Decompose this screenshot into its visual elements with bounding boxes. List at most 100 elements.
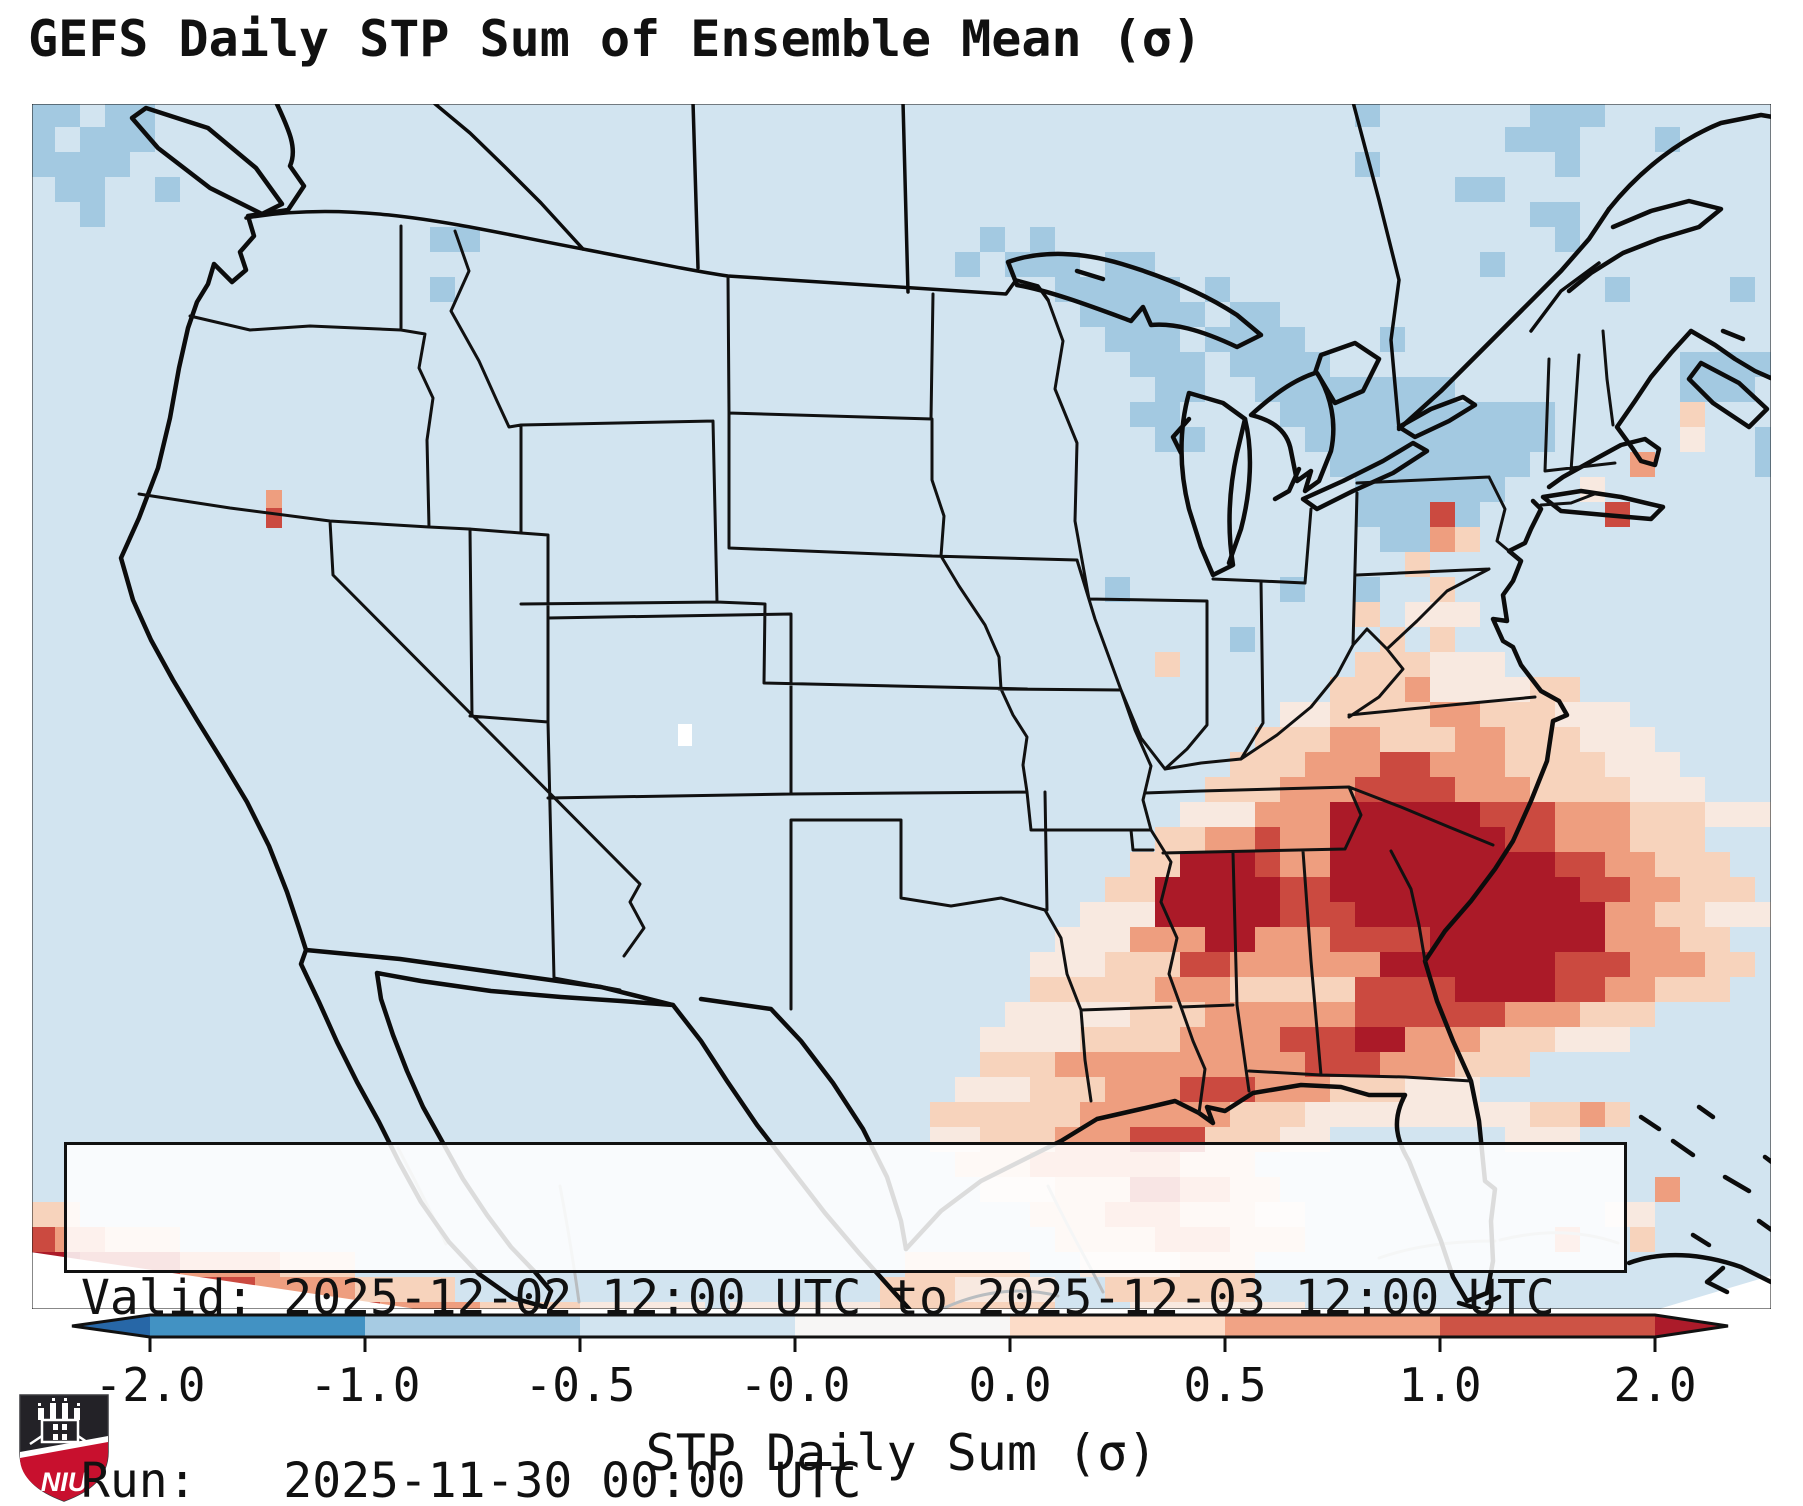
- grid-cell-run: [1680, 927, 1730, 952]
- grid-cell-run: [355, 1277, 455, 1302]
- grid-cell-run: [1430, 752, 1505, 777]
- grid-cell-run: [1230, 977, 1355, 1002]
- grid-cell-run: [1455, 727, 1505, 752]
- grid-cell-run: [1580, 727, 1655, 752]
- grid-cell-spot: [266, 490, 282, 508]
- grid-cell-run: [1105, 1277, 1255, 1302]
- grid-cell-run: [430, 277, 455, 302]
- grid-cell-run: [1255, 727, 1330, 752]
- grid-cell-run: [1405, 677, 1430, 702]
- grid-cell-run: [1080, 902, 1155, 927]
- niu-logo-text: NIU: [41, 1467, 89, 1497]
- grid-cell-run: [1705, 952, 1755, 977]
- grid-cell-run: [1505, 1002, 1580, 1027]
- grid-cell-run: [1455, 527, 1480, 552]
- grid-cell-run: [1680, 402, 1705, 427]
- grid-cell-run: [1755, 452, 1771, 477]
- grid-cell-run: [1355, 577, 1380, 602]
- grid-cell-run: [880, 1302, 1055, 1309]
- grid-cell-run: [1380, 1102, 1530, 1127]
- grid-cell-run: [1555, 852, 1605, 877]
- lake-superior: [1005, 251, 1264, 350]
- grid-cell-run: [1355, 902, 1605, 927]
- out-of-domain-wedge-bottom-left: [32, 1252, 417, 1309]
- grid-cell-run: [1405, 1027, 1480, 1052]
- grid-cell-run: [1405, 602, 1480, 627]
- grid-cell-run: [1005, 1002, 1130, 1027]
- cuba-bahamas: [1456, 1104, 1771, 1309]
- grid-cell-run: [1155, 877, 1280, 902]
- grid-cell-run: [1255, 827, 1280, 852]
- grid-cell-run: [1280, 827, 1330, 852]
- grid-cell-run: [1605, 902, 1655, 927]
- grid-cell-spot: [678, 724, 692, 746]
- grid-cell-spots: [266, 490, 692, 746]
- grid-cell-run: [1330, 1077, 1405, 1102]
- grid-cell-run: [1355, 104, 1380, 127]
- grid-cell-run: [1455, 177, 1505, 202]
- colorbar-tick-label: 2.0: [1613, 1358, 1696, 1412]
- out-of-domain-wedge-bottom-right: [1658, 1275, 1771, 1309]
- grid-cell-run: [1630, 827, 1705, 852]
- canada-borders: [244, 104, 1601, 431]
- colorbar-tick-label: -2.0: [95, 1358, 206, 1412]
- grid-cell-run: [380, 1302, 480, 1309]
- grid-cell-run: [1130, 352, 1205, 377]
- grid-cell-run: [955, 252, 980, 277]
- grid-cell-run: [1680, 427, 1705, 452]
- grid-cell-run: [1480, 802, 1555, 827]
- grid-cell-run: [1605, 1102, 1630, 1127]
- grid-cell-run: [1105, 577, 1130, 602]
- grid-cell-run: [1655, 852, 1730, 877]
- st-lawrence: [1396, 206, 1612, 432]
- grid-cell-run: [1705, 802, 1771, 827]
- grid-cell-run: [1130, 1302, 1305, 1309]
- grid-cell-run: [1030, 1077, 1105, 1102]
- grid-cell-run: [1155, 652, 1180, 677]
- colorbar-segment: [150, 1315, 365, 1337]
- grid-cell-run: [1355, 1002, 1505, 1027]
- grid-cell-run: [980, 1027, 1080, 1052]
- grid-cell-run: [1305, 752, 1380, 777]
- grid-cell-run: [1380, 752, 1430, 777]
- grid-cell-run: [1055, 277, 1180, 302]
- grid-cell-run: [1705, 902, 1771, 927]
- grid-cell-run: [1530, 1102, 1580, 1127]
- grid-cell-run: [1655, 977, 1730, 1002]
- grid-cell-run: [1605, 927, 1680, 952]
- state-borders: [137, 224, 1617, 1115]
- grid-cell-run: [1455, 977, 1555, 1002]
- grid-cell-run: [1605, 277, 1630, 302]
- michigan-mitten: [1226, 416, 1302, 566]
- grid-cell-run: [32, 127, 55, 152]
- grid-cell-run: [1630, 802, 1705, 827]
- grid-cell-run: [1380, 1052, 1455, 1077]
- grid-cell-run: [1330, 877, 1580, 902]
- castle-icon: [29, 1398, 91, 1446]
- grid-cell-run: [1430, 527, 1455, 552]
- grid-cell-run: [1505, 727, 1580, 752]
- grid-cell-run: [1205, 927, 1255, 952]
- grid-cell-run: [1555, 1027, 1630, 1052]
- grid-cell-run: [730, 1302, 880, 1309]
- gulf-and-atlantic-coast: [903, 498, 1570, 1304]
- grid-cell-run: [1105, 327, 1180, 352]
- grid-cell-run: [1630, 777, 1705, 802]
- grid-cell-run: [1430, 502, 1455, 527]
- grid-cell-run: [1255, 852, 1280, 877]
- grid-cell-run: [1080, 1027, 1180, 1052]
- grid-cell-run: [1330, 802, 1480, 827]
- colorbar-tick-label: -0.5: [525, 1358, 636, 1412]
- grid-cell-run: [1505, 752, 1605, 777]
- grid-cell-run: [1630, 877, 1680, 902]
- grid-cell-run: [1530, 202, 1580, 227]
- grid-cell-run: [1155, 902, 1280, 927]
- valid-run-info-box: Valid: 2025-12-02 12:00 UTC to 2025-12-0…: [64, 1142, 1627, 1506]
- colorbar-axis-label: STP Daily Sum (σ): [645, 1424, 1158, 1482]
- lake-erie: [1300, 440, 1430, 512]
- grid-cell-run: [1555, 152, 1580, 177]
- grid-cell-run: [1755, 427, 1771, 452]
- grid-cell-run: [980, 1052, 1055, 1077]
- grid-cell-run: [1355, 977, 1455, 1002]
